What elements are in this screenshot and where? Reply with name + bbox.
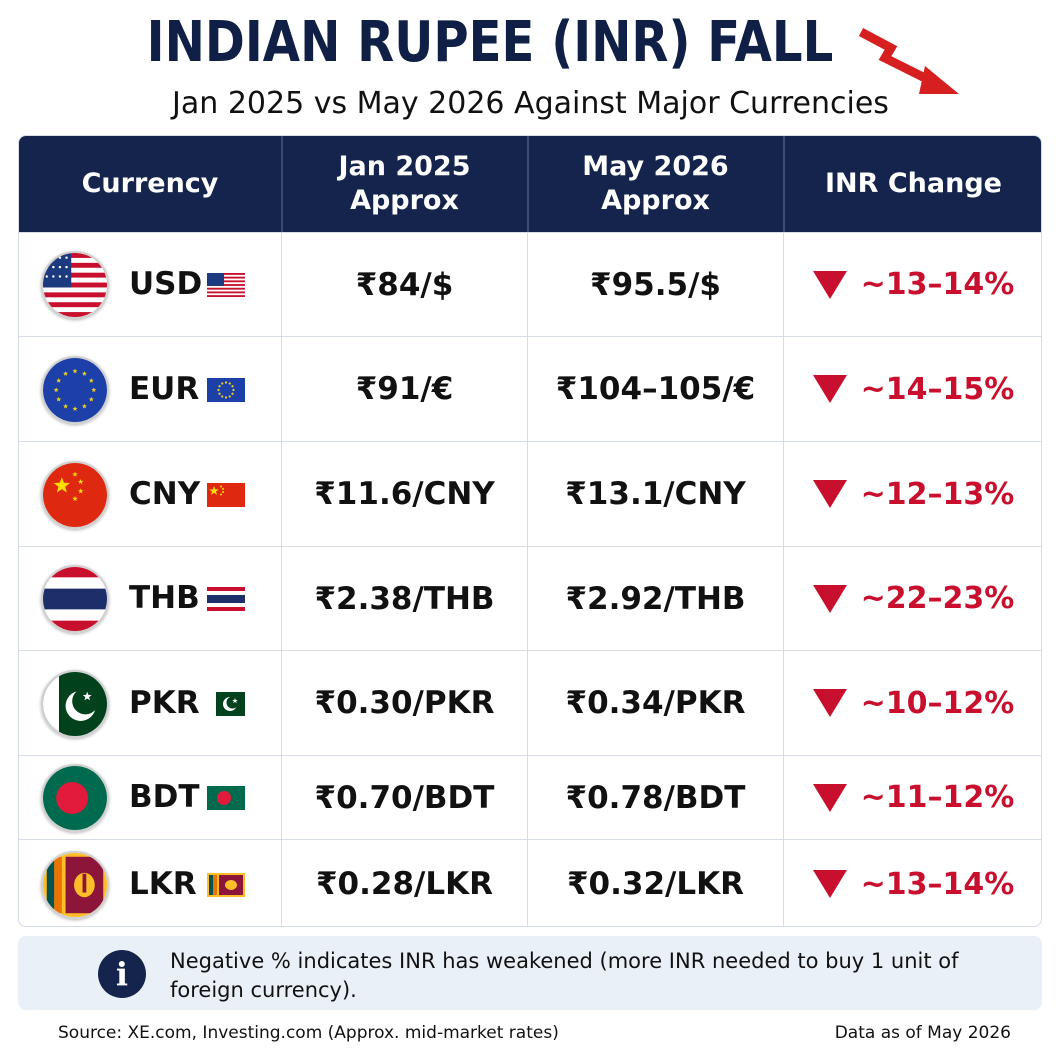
eu-flag-icon [207, 377, 245, 402]
may-2026-rate: ₹2.92/THB [565, 580, 746, 617]
table-row: CNY ₹11.6/CNY ₹13.1/CNY ~12–13% [19, 441, 1041, 546]
table-row: PKR ₹0.30/PKR ₹0.34/PKR ~10–12% [19, 650, 1041, 755]
falling-trend-arrow-icon [858, 28, 959, 94]
china-flag-round-icon [41, 460, 109, 529]
srilanka-flag-round-icon [41, 850, 109, 919]
table-row: THB ₹2.38/THB ₹2.92/THB ~22–23% [19, 546, 1041, 650]
eu-flag-round-icon [41, 355, 109, 424]
inr-change-value: ~12–13% [860, 476, 1015, 512]
inr-change-value: ~22–23% [860, 581, 1015, 616]
page-title: INDIAN RUPEE (INR) FALL [146, 10, 834, 75]
inr-change-cell: ~13–14% [784, 233, 1041, 336]
bangladesh-flag-icon [207, 786, 245, 810]
table-row: LKR ₹0.28/LKR ₹0.32/LKR ~13–14% [19, 839, 1041, 926]
inr-change-cell: ~10–12% [784, 651, 1041, 755]
inr-change-value: ~13–14% [860, 866, 1015, 902]
jan-2025-rate: ₹0.70/BDT [314, 779, 495, 816]
currency-code: CNY [129, 475, 201, 512]
usa-flag-icon [207, 273, 245, 297]
source-text: Source: XE.com, Investing.com (Approx. m… [58, 1023, 559, 1043]
thailand-flag-icon [207, 587, 245, 611]
inr-change-cell: ~12–13% [784, 442, 1041, 546]
inr-change-value: ~13–14% [860, 267, 1015, 302]
header-currency: Currency [81, 168, 219, 199]
currency-cell: USD [19, 233, 281, 336]
currency-cell: PKR [19, 651, 281, 755]
jan-2025-rate: ₹84/$ [355, 266, 454, 303]
inr-change-value: ~11–12% [860, 780, 1015, 815]
may-2026-rate: ₹0.78/BDT [565, 779, 746, 816]
down-triangle-icon [812, 375, 847, 403]
pakistan-flag-round-icon [41, 669, 109, 738]
currency-cell: EUR [19, 337, 281, 441]
currency-cell: CNY [19, 442, 281, 546]
may-2026-rate: ₹0.34/PKR [565, 685, 746, 721]
inr-change-cell: ~14–15% [784, 337, 1041, 441]
china-flag-icon [207, 482, 245, 507]
usa-flag-round-icon [41, 251, 109, 319]
down-triangle-icon [812, 584, 847, 613]
currency-code: EUR [129, 370, 200, 407]
currency-cell: BDT [19, 756, 281, 839]
inr-change-value: ~10–12% [860, 685, 1015, 721]
jan-2025-rate: ₹2.38/THB [314, 580, 495, 617]
pakistan-flag-icon [207, 691, 245, 716]
info-icon: i [98, 950, 146, 998]
may-2026-rate: ₹13.1/CNY [565, 476, 746, 512]
may-2026-rate: ₹104–105/€ [555, 371, 756, 407]
inr-change-cell: ~22–23% [784, 547, 1041, 650]
down-triangle-icon [812, 870, 847, 898]
page-subtitle: Jan 2025 vs May 2026 Against Major Curre… [172, 86, 889, 121]
jan-2025-rate: ₹0.30/PKR [314, 685, 495, 721]
currency-code: BDT [129, 779, 200, 815]
exchange-rate-table: Currency Jan 2025 Approx May 2026 Approx… [18, 135, 1042, 927]
info-note: i Negative % indicates INR has weakened … [18, 936, 1042, 1010]
down-triangle-icon [812, 783, 847, 812]
srilanka-flag-icon [207, 872, 245, 897]
header-may-2026: May 2026 Approx [582, 151, 729, 216]
currency-cell: THB [19, 547, 281, 650]
inr-change-cell: ~11–12% [784, 756, 1041, 839]
may-2026-rate: ₹95.5/$ [590, 266, 721, 303]
may-2026-rate: ₹0.32/LKR [566, 866, 745, 902]
bangladesh-flag-round-icon [41, 764, 109, 832]
currency-code: THB [129, 580, 200, 616]
header-inr-change: INR Change [825, 168, 1002, 199]
note-text: Negative % indicates INR has weakened (m… [170, 949, 959, 1002]
table-header: Currency Jan 2025 Approx May 2026 Approx… [19, 136, 1041, 232]
jan-2025-rate: ₹91/€ [355, 371, 454, 407]
inr-change-cell: ~13–14% [784, 840, 1041, 926]
jan-2025-rate: ₹11.6/CNY [314, 476, 495, 512]
currency-code: PKR [129, 684, 200, 721]
inr-change-value: ~14–15% [860, 371, 1015, 407]
header-jan-2025: Jan 2025 Approx [338, 151, 471, 216]
table-row: USD ₹84/$ ₹95.5/$ ~13–14% [19, 232, 1041, 336]
table-row: BDT ₹0.70/BDT ₹0.78/BDT ~11–12% [19, 755, 1041, 839]
down-triangle-icon [812, 689, 847, 717]
thailand-flag-round-icon [41, 565, 109, 633]
down-triangle-icon [812, 480, 847, 508]
down-triangle-icon [812, 270, 847, 299]
currency-code: LKR [129, 865, 197, 902]
currency-code: USD [129, 266, 203, 302]
table-row: EUR ₹91/€ ₹104–105/€ ~14–15% [19, 336, 1041, 441]
currency-cell: LKR [19, 840, 281, 926]
jan-2025-rate: ₹0.28/LKR [315, 866, 494, 902]
data-as-of-text: Data as of May 2026 [834, 1023, 1011, 1043]
